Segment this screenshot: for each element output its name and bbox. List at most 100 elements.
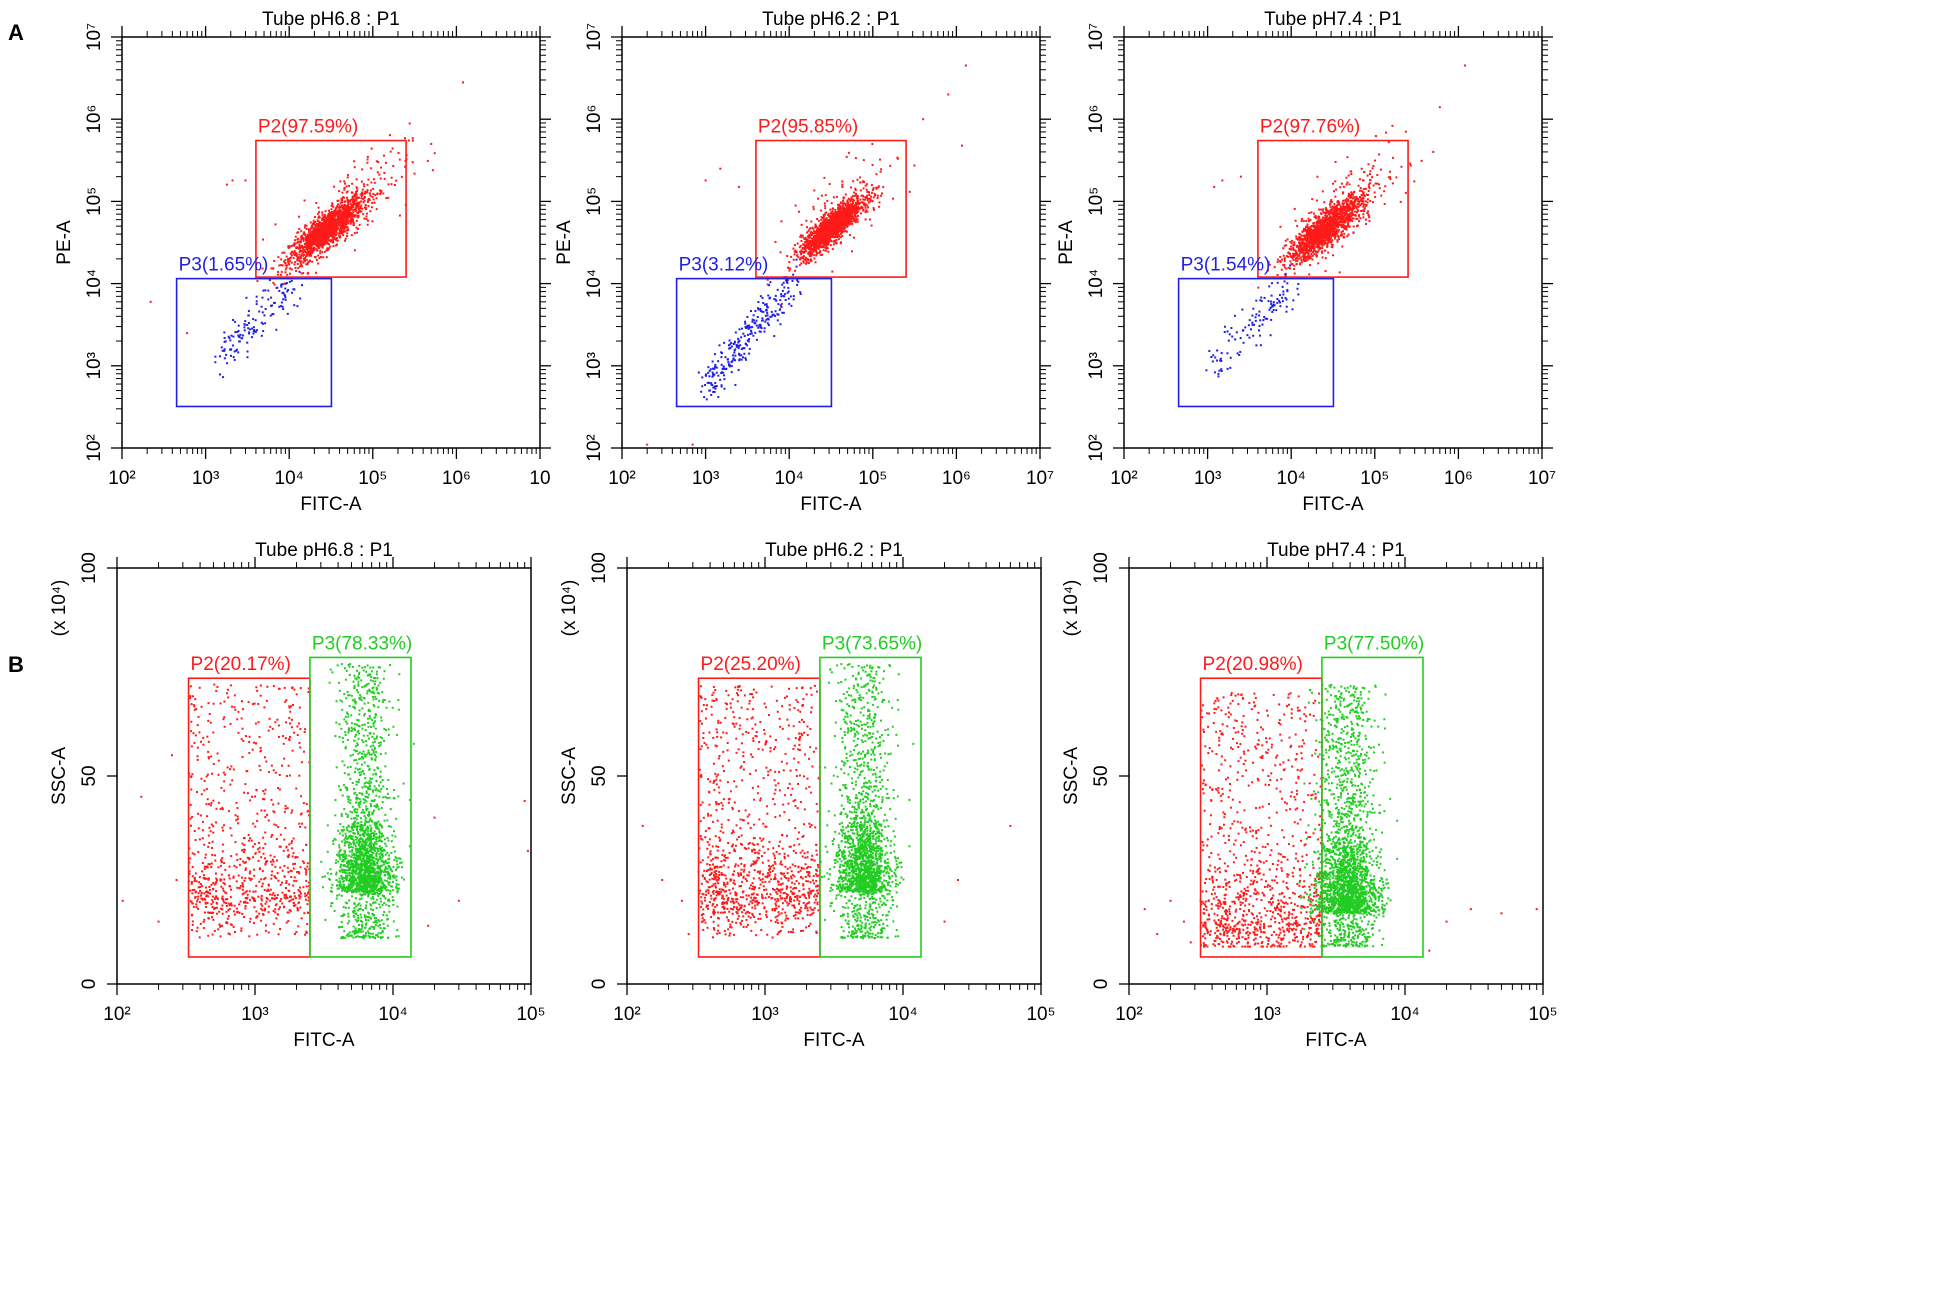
event-dot (829, 236, 832, 239)
event-dot (320, 241, 323, 244)
event-dot (742, 332, 745, 335)
event-dot (376, 171, 379, 174)
event-dot (369, 189, 372, 192)
event-dot (305, 236, 308, 239)
event-dot (254, 330, 257, 333)
event-dot (326, 214, 329, 217)
gate-label-p3: P3(1.65%) (179, 255, 269, 276)
event-dot (248, 331, 251, 334)
event-dot (329, 232, 332, 235)
event-dot (862, 187, 865, 190)
event-dot (793, 253, 796, 256)
y-tick-label: 10⁶ (84, 105, 105, 134)
event-dot (373, 201, 376, 204)
event-dot (361, 207, 364, 210)
event-dot (1333, 203, 1336, 206)
event-dot (1283, 260, 1286, 263)
event-dot (350, 207, 353, 210)
event-dot (318, 257, 321, 260)
event-dot (861, 206, 864, 209)
event-dot (364, 204, 367, 207)
event-dot (307, 260, 310, 263)
event-dot (223, 357, 226, 360)
event-dot (839, 227, 842, 230)
event-dot (1283, 266, 1286, 269)
event-dot (748, 352, 751, 355)
event-dot (356, 187, 359, 190)
event-dot (292, 257, 295, 260)
event-dot (354, 202, 357, 205)
event-dot (868, 218, 871, 221)
event-dot (241, 337, 244, 340)
event-dot (375, 160, 378, 163)
event-dot (284, 268, 287, 271)
y-tick-label: 10⁷ (584, 23, 605, 51)
event-dot (297, 246, 300, 249)
event-dot (284, 282, 287, 285)
event-dot (767, 324, 770, 327)
event-dot (303, 249, 306, 252)
event-dot (862, 208, 865, 211)
event-dot (847, 204, 850, 207)
event-dot (345, 223, 348, 226)
event-dot (247, 310, 250, 313)
event-dot (818, 231, 821, 234)
event-dot (312, 246, 315, 249)
event-dot (704, 179, 707, 182)
event-dot (865, 188, 868, 191)
event-dot (735, 345, 738, 348)
event-dot (342, 216, 345, 219)
event-dot (372, 178, 375, 181)
x-tick-label: 10² (108, 468, 135, 489)
event-dot (327, 239, 330, 242)
event-dot (233, 358, 236, 361)
event-dot (250, 336, 253, 339)
event-dot (400, 175, 403, 178)
event-dot (236, 348, 239, 351)
event-dot (819, 253, 822, 256)
event-dot (308, 254, 311, 257)
event-dot (347, 222, 350, 225)
event-dot (307, 241, 310, 244)
event-dot (312, 233, 315, 236)
event-dot (821, 232, 824, 235)
event-dot (842, 217, 845, 220)
event-dot (343, 212, 346, 215)
event-dot (338, 220, 341, 223)
event-dot (300, 230, 303, 233)
event-dot (395, 179, 398, 182)
event-dot (244, 320, 247, 323)
event-dot (219, 355, 222, 358)
event-dot (317, 206, 320, 209)
event-dot (720, 356, 723, 359)
event-dot (346, 200, 349, 203)
event-dot (307, 250, 310, 253)
event-dot (322, 219, 325, 222)
event-dot (741, 347, 744, 350)
event-dot (891, 197, 894, 200)
event-dot (839, 242, 842, 245)
event-dot (288, 245, 291, 248)
plot-2: Tube pH6.2 : P1 FITC-A PE-A 10² 10³ 10⁴ 10⁵ 10⁶… (554, 9, 1054, 515)
event-dot (804, 240, 807, 243)
event-dot (1317, 262, 1320, 265)
event-dot (293, 288, 296, 291)
event-dot (818, 251, 821, 254)
event-dot (847, 202, 850, 205)
event-dot (317, 254, 320, 257)
event-dot (292, 288, 295, 291)
event-dot (382, 154, 385, 157)
event-dot (325, 221, 328, 224)
event-dot (309, 253, 312, 256)
event-dot (330, 208, 333, 211)
event-dot (226, 362, 229, 365)
event-dot (302, 232, 305, 235)
event-dot (837, 206, 840, 209)
event-dot (766, 305, 769, 308)
event-dot (832, 207, 835, 210)
event-dot (358, 210, 361, 213)
event-dot (363, 197, 366, 200)
event-dot (755, 319, 758, 322)
event-dot (337, 232, 340, 235)
event-dot (710, 394, 713, 397)
